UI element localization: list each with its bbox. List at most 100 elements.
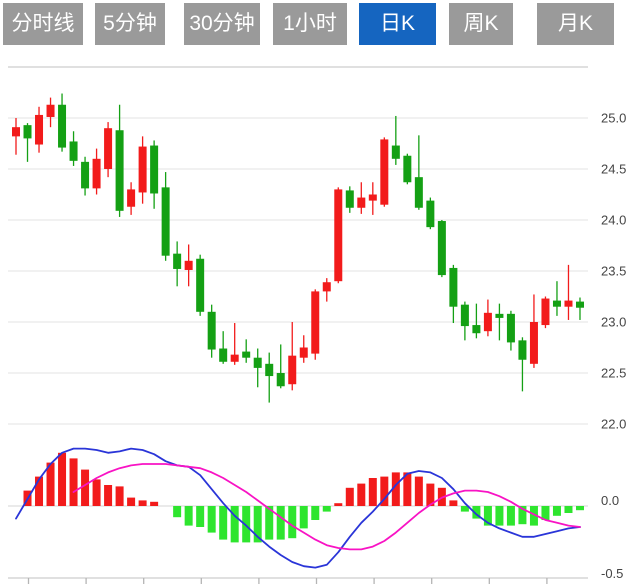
candle-body xyxy=(529,322,538,364)
macd-bar-negative xyxy=(219,506,228,540)
macd-bar-negative xyxy=(253,506,262,543)
candle xyxy=(414,135,423,210)
candle xyxy=(219,331,228,364)
tab-weekly-k[interactable]: 周K xyxy=(449,3,513,45)
macd-bar-positive xyxy=(368,478,377,506)
tab-daily-k[interactable]: 日K xyxy=(359,3,436,45)
macd-bar-positive xyxy=(391,472,400,506)
candle xyxy=(345,186,354,213)
macd-bar-positive xyxy=(115,486,124,506)
candle-body xyxy=(552,300,561,307)
period-toolbar: 分时线 5分钟 30分钟 1小时 日K 周K 月K xyxy=(0,0,641,48)
candle xyxy=(483,299,492,337)
candle xyxy=(276,344,285,389)
candle xyxy=(12,118,20,155)
candle-body xyxy=(311,291,320,354)
candle xyxy=(35,106,44,153)
macd-bar-negative xyxy=(276,506,285,540)
candle-body xyxy=(127,189,136,207)
candle-body xyxy=(403,155,412,183)
tab-1hour[interactable]: 1小时 xyxy=(273,3,347,45)
macd-bar-positive xyxy=(35,476,44,506)
candle xyxy=(265,352,274,403)
price-tick-label: 24.0 xyxy=(601,213,626,228)
candle-body xyxy=(115,130,124,211)
macd-bar-negative xyxy=(207,506,216,533)
candle-body xyxy=(518,340,527,360)
tab-monthly-k[interactable]: 月K xyxy=(537,3,614,45)
candle xyxy=(380,137,389,207)
candle-body xyxy=(564,300,573,307)
macd-bar-positive xyxy=(46,462,55,506)
candle-body xyxy=(265,363,274,377)
candle-body xyxy=(506,313,515,343)
candle xyxy=(403,153,412,185)
macd-bar-negative xyxy=(230,506,239,543)
tab-time-line[interactable]: 分时线 xyxy=(3,3,83,45)
macd-bar-negative xyxy=(483,506,492,526)
macd-bar-positive xyxy=(357,483,366,506)
macd-bar-negative xyxy=(184,506,193,526)
macd-bar-negative xyxy=(288,506,297,539)
candle xyxy=(207,304,216,358)
candle xyxy=(564,264,573,320)
macd-bar-positive xyxy=(334,503,343,506)
candle xyxy=(196,254,205,316)
candle-body xyxy=(196,258,205,312)
macd-bar-negative xyxy=(196,506,205,527)
candle xyxy=(368,182,377,215)
candle xyxy=(449,264,458,324)
candle xyxy=(322,278,331,302)
macd-axis-labels: 0.0 -0.5 xyxy=(601,493,623,581)
macd-bar-negative xyxy=(311,506,320,520)
candle-body xyxy=(35,114,44,145)
macd-bar-negative xyxy=(173,506,182,518)
tab-5min[interactable]: 5分钟 xyxy=(95,3,165,45)
candle xyxy=(138,136,147,204)
price-tick-label: 23.5 xyxy=(601,264,626,279)
candle-body xyxy=(449,267,458,307)
price-tick-label: 22.0 xyxy=(601,417,626,432)
dea-line xyxy=(72,463,581,551)
candle-body xyxy=(242,351,251,358)
macd-bar-positive xyxy=(414,476,423,506)
macd-bar-negative xyxy=(564,506,573,513)
candle xyxy=(391,115,400,165)
tab-30min[interactable]: 30分钟 xyxy=(184,3,260,45)
macd-bar-positive xyxy=(380,476,389,506)
candle-body xyxy=(81,161,90,189)
candle-body xyxy=(495,313,504,318)
candle xyxy=(161,172,170,261)
candle-body xyxy=(426,200,435,228)
candle-body xyxy=(299,347,308,358)
macd-bar-negative xyxy=(506,506,515,526)
candle xyxy=(92,148,101,195)
candle xyxy=(253,348,262,388)
candle xyxy=(69,131,78,166)
macd-bar-negative xyxy=(299,506,308,529)
candle xyxy=(46,97,55,128)
candle xyxy=(495,303,504,341)
macd-bar-negative xyxy=(541,506,550,520)
candle xyxy=(299,335,308,363)
candle-body xyxy=(138,146,147,193)
candle xyxy=(518,337,527,392)
x-axis-ticks xyxy=(27,578,548,584)
candle xyxy=(173,241,182,287)
macd-bar-positive xyxy=(426,483,435,506)
macd-bar-positive xyxy=(92,479,101,506)
candle-body xyxy=(92,158,101,189)
candle-body xyxy=(334,189,343,282)
price-tick-label: 23.0 xyxy=(601,315,626,330)
macd-bar-positive xyxy=(104,485,113,506)
candle-body xyxy=(437,221,446,276)
candle xyxy=(230,323,239,365)
macd-bar-negative xyxy=(552,506,561,516)
candle-body xyxy=(58,104,67,148)
candle xyxy=(334,187,343,284)
candle-body xyxy=(357,197,366,208)
candles xyxy=(12,93,584,403)
